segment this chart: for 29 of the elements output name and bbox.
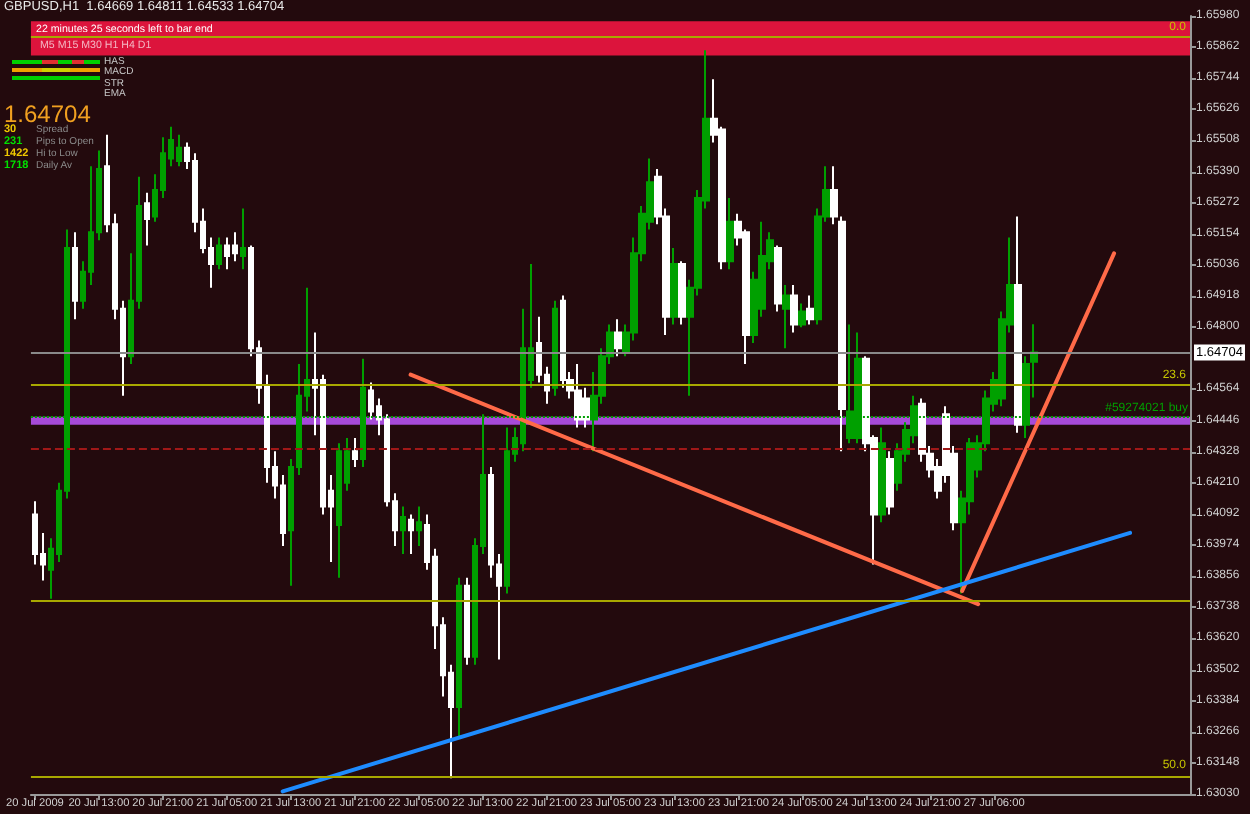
candlestick [400,505,406,556]
candlestick [72,231,78,321]
candlestick [144,191,150,247]
candlestick [224,236,230,271]
candlestick [176,133,182,168]
candlestick [670,247,678,326]
candlestick [806,294,814,326]
candlestick [774,244,782,313]
candlestick [352,436,358,468]
candlestick [878,426,886,524]
candlestick [416,505,422,548]
candlestick [240,207,246,271]
candlestick [790,284,798,334]
candlestick [232,231,238,263]
candlestick [614,318,622,358]
candlestick [574,363,582,429]
candlestick [456,576,462,737]
candlestick [886,450,894,516]
candlestick [552,299,558,397]
candlestick [336,442,342,579]
candlestick [464,576,470,666]
candlestick [504,426,510,595]
candlestick [408,513,414,556]
candlestick [782,284,790,350]
candlestick [678,260,686,326]
candlestick [216,236,222,271]
candlestick [1014,215,1022,434]
candlestick [726,196,734,271]
candlestick [798,302,806,329]
